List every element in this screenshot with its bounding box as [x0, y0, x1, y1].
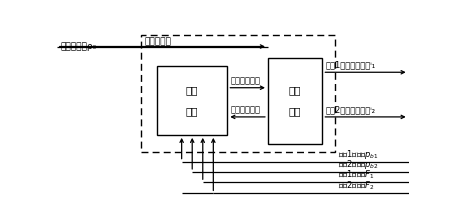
Text: 压力2反馈，$F_2$: 压力2反馈，$F_2$ — [338, 180, 375, 192]
Text: 预测电流，ｉ: 预测电流，ｉ — [231, 105, 261, 114]
Text: 预测控制器: 预测控制器 — [145, 37, 172, 46]
Bar — [141, 35, 335, 152]
Text: 位置1反馈，$p_{b1}$: 位置1反馈，$p_{b1}$ — [338, 148, 379, 161]
Text: 位置2反馈，$p_{b2}$: 位置2反馈，$p_{b2}$ — [338, 158, 379, 171]
Text: 预测位置，ｐ: 预测位置，ｐ — [231, 76, 261, 85]
Text: 压力1反馈，$F_1$: 压力1反馈，$F_1$ — [338, 169, 375, 181]
Text: 模型: 模型 — [186, 106, 198, 116]
Bar — [157, 66, 227, 135]
Text: 电机1电流命令，ｉⁱ₁: 电机1电流命令，ｉⁱ₁ — [326, 61, 376, 70]
Text: 计算: 计算 — [289, 106, 301, 116]
Text: 系统: 系统 — [186, 85, 198, 95]
Text: 位置给定，ρ₀: 位置给定，ρ₀ — [60, 42, 97, 51]
Text: 电机2电流命令，ｉⁱ₂: 电机2电流命令，ｉⁱ₂ — [326, 105, 376, 114]
Bar — [268, 58, 322, 144]
Text: 优化: 优化 — [289, 85, 301, 95]
